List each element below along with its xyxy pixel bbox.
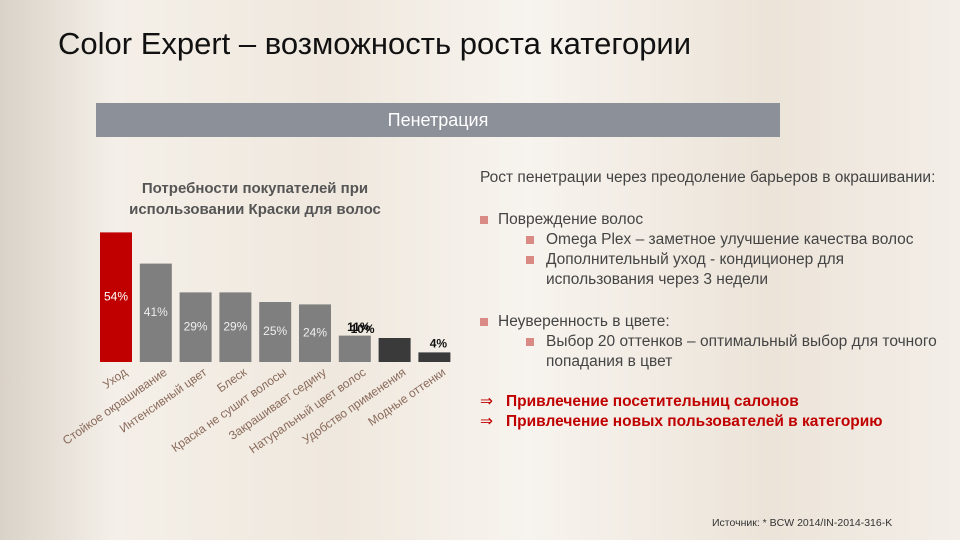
bar <box>378 338 411 362</box>
conclusion: Привлечение посетительниц салонов <box>480 392 940 412</box>
bar <box>338 335 371 362</box>
value-label: 4% <box>430 337 448 351</box>
category-label: Уход <box>100 365 130 392</box>
source: Источник: * BCW 2014/IN-2014-316-K <box>712 517 893 529</box>
text-block: Рост пенетрации через преодоление барьер… <box>480 168 940 432</box>
bar <box>418 352 451 362</box>
bar <box>299 304 331 362</box>
sub-bullet: Дополнительный уход - кондиционер для ис… <box>526 250 940 290</box>
bullet: Неуверенность в цвете: <box>480 312 940 332</box>
heading: Рост пенетрации через преодоление барьер… <box>480 169 936 186</box>
slide-title: Color Expert – возможность роста категор… <box>58 26 692 61</box>
bar <box>179 292 212 362</box>
sub-bullet: Omega Plex – заметное улучшение качества… <box>526 230 940 250</box>
value-label: 29% <box>184 319 208 333</box>
conclusion: Привлечение новых пользователей в катего… <box>480 412 940 432</box>
value-label: 54% <box>104 289 128 303</box>
value-label: 11% <box>347 320 371 334</box>
bar <box>100 232 132 362</box>
bullet: Повреждение волос <box>480 210 940 230</box>
section-band: Пенетрация <box>96 103 780 137</box>
chart-title: Потребности покупателей при использовани… <box>129 180 381 218</box>
value-label: 41% <box>144 305 168 319</box>
sub-bullet: Выбор 20 оттенков – оптимальный выбор дл… <box>526 332 940 372</box>
bar <box>219 292 252 362</box>
conclusions: Привлечение посетительниц салоновПривлеч… <box>480 392 940 432</box>
value-label: 25% <box>263 324 287 338</box>
bullet-list: Повреждение волос Omega Plex – заметное у… <box>480 210 940 372</box>
bar <box>259 302 292 362</box>
bar <box>139 263 172 362</box>
value-label: 10% <box>351 322 375 336</box>
value-label: 29% <box>223 319 247 333</box>
value-label: 24% <box>303 325 327 339</box>
